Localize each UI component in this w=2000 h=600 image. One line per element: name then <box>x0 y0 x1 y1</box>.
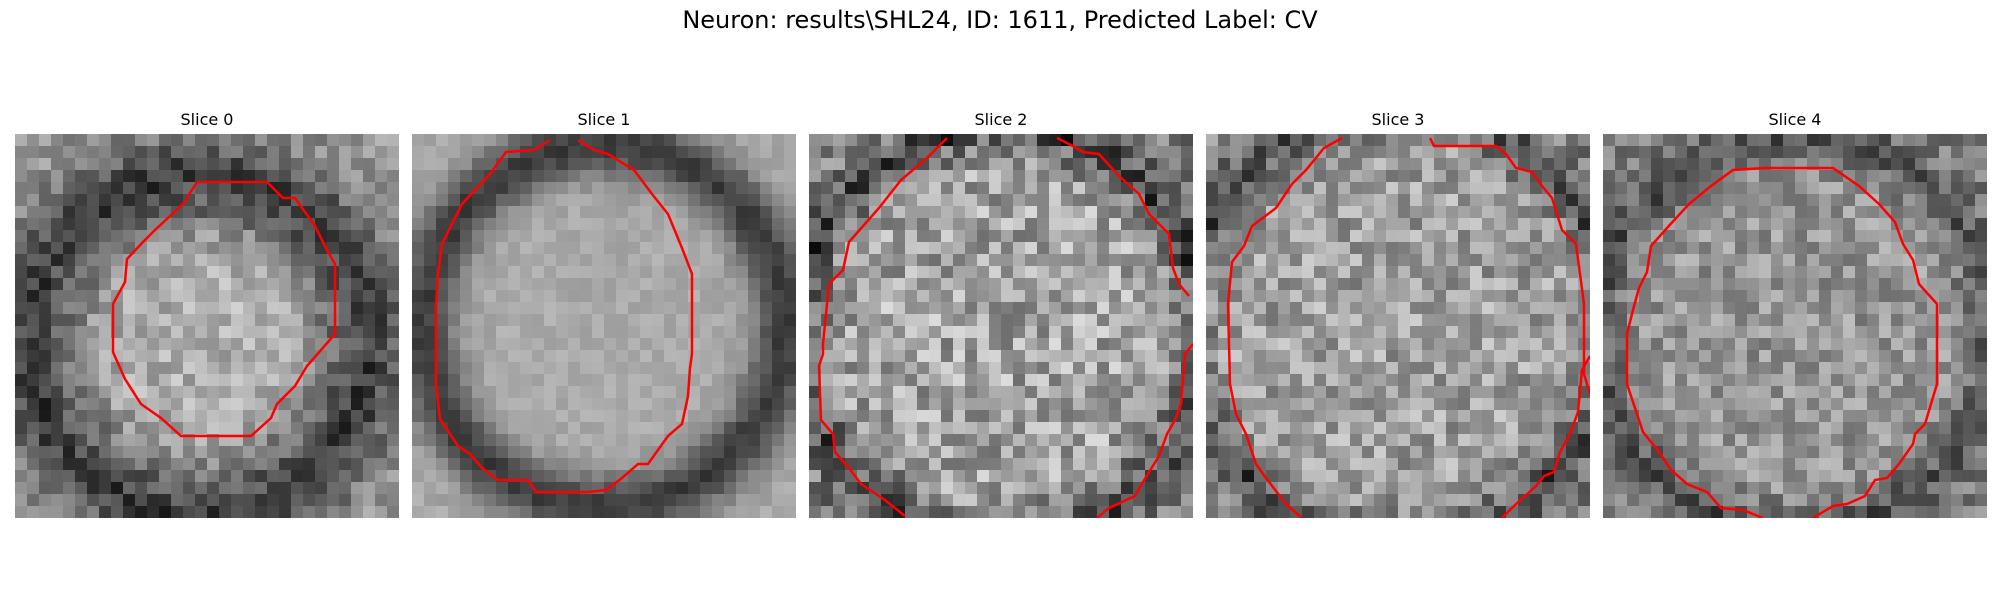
slice-image-0 <box>15 134 399 518</box>
slice-pixels <box>412 134 796 518</box>
slice-pixels <box>15 134 399 518</box>
slice-pixels <box>1206 134 1590 518</box>
slice-image-3 <box>1206 134 1590 518</box>
slice-image-2 <box>809 134 1193 518</box>
slice-title: Slice 1 <box>412 110 796 129</box>
slice-title: Slice 4 <box>1603 110 1987 129</box>
slice-title: Slice 0 <box>15 110 399 129</box>
slice-image-4 <box>1603 134 1987 518</box>
slice-title: Slice 3 <box>1206 110 1590 129</box>
slice-title: Slice 2 <box>809 110 1193 129</box>
figure-title: Neuron: results\SHL24, ID: 1611, Predict… <box>0 6 2000 34</box>
slice-pixels <box>1603 134 1987 518</box>
slice-image-1 <box>412 134 796 518</box>
